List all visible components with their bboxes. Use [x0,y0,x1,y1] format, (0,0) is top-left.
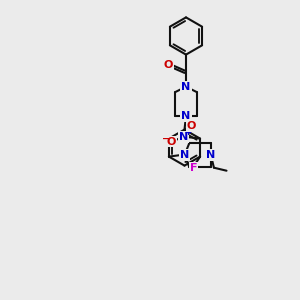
Text: N: N [180,150,189,160]
Text: N: N [182,111,190,121]
Text: O: O [164,60,173,70]
Text: N: N [206,150,215,160]
Text: −: − [162,134,170,144]
Text: F: F [190,163,197,173]
Text: O: O [186,121,196,131]
Text: N: N [182,82,190,92]
Text: O: O [166,136,176,147]
Text: N: N [179,132,188,142]
Text: +: + [184,128,191,137]
